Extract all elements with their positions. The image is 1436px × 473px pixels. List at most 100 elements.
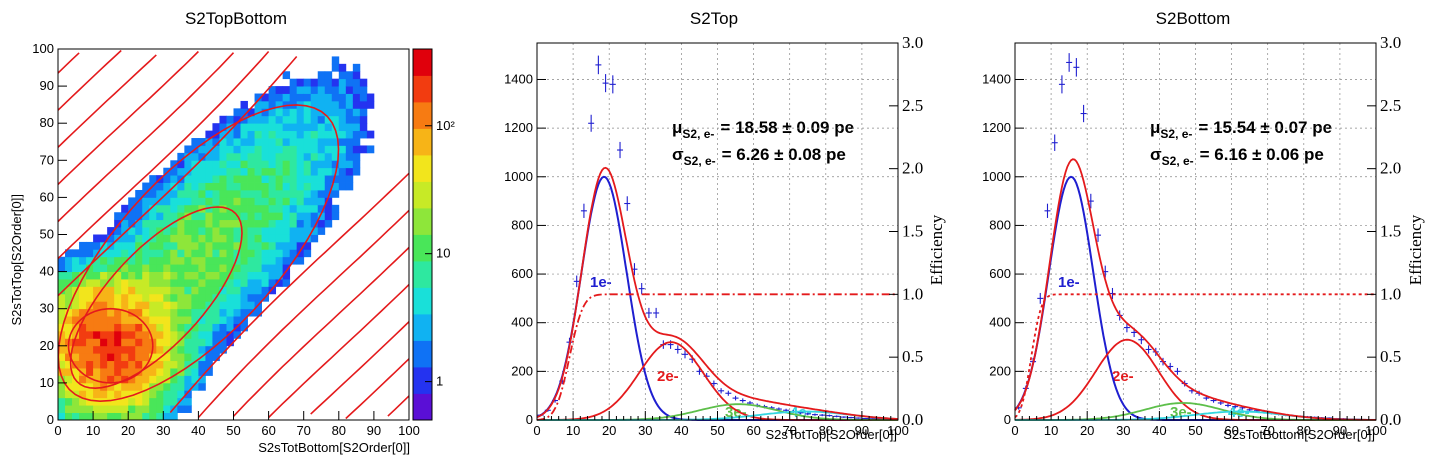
heatmap-cell: [198, 382, 206, 391]
heatmap-cell: [170, 279, 178, 287]
heatmap-cell: [233, 293, 241, 302]
heatmap-cell: [93, 405, 101, 413]
heatmap-cell: [170, 330, 178, 339]
heatmap-cell: [114, 360, 122, 369]
heatmap-cell: [156, 368, 164, 376]
heatmap-cell: [282, 264, 291, 272]
heatmap-cell: [226, 234, 234, 243]
heatmap-cell: [240, 264, 248, 272]
heatmap-cell: [198, 368, 206, 376]
heatmap-cell: [240, 182, 248, 191]
heatmap-cell: [86, 241, 94, 250]
x-tick-label: 40: [1152, 423, 1166, 438]
x-tick-label: 10: [86, 423, 100, 438]
data-point: [783, 408, 790, 412]
heatmap-cell: [296, 212, 305, 221]
heatmap-cell: [142, 204, 150, 213]
heatmap-cell: [79, 368, 87, 376]
heatmap-cell: [184, 256, 192, 265]
heatmap-cell: [86, 397, 94, 406]
heatmap-cell: [331, 212, 340, 221]
heatmap-cell: [107, 286, 115, 295]
heatmap-cell: [310, 234, 319, 243]
heatmap-cell: [219, 175, 227, 183]
heatmap-cell: [100, 390, 108, 399]
heatmap-cell: [366, 130, 375, 139]
heatmap-cell: [121, 204, 129, 213]
heatmap-cell: [198, 323, 206, 332]
heatmap-cell: [93, 234, 101, 243]
heatmap-cell: [275, 86, 284, 94]
panel2-axes: 0 10 20 30 40 50 60 70 80 90 100020040060080010001…: [504, 71, 909, 438]
heatmap-cell: [114, 227, 122, 235]
heatmap-cell: [359, 78, 368, 87]
heatmap-cell: [142, 382, 150, 391]
heatmap-cell: [198, 301, 206, 310]
panel3-title: S2Bottom: [1156, 9, 1231, 28]
colorbar-segment: [413, 75, 432, 103]
heatmap-cell: [268, 130, 277, 139]
heatmap-cell: [79, 330, 87, 339]
heatmap-cell: [303, 249, 312, 258]
heatmap-cell: [233, 308, 241, 317]
heatmap-cell: [317, 160, 326, 169]
heatmap-cell: [177, 293, 185, 302]
heatmap-cell: [149, 219, 157, 228]
heatmap-cell: [317, 182, 326, 191]
heatmap-cell: [226, 249, 234, 258]
heatmap-cell: [170, 412, 178, 421]
heatmap-cell: [338, 108, 347, 117]
heatmap-cell: [240, 256, 248, 265]
heatmap-cell: [177, 405, 185, 413]
heatmap-cell: [226, 293, 234, 302]
heatmap-cell: [296, 197, 305, 206]
heatmap-cell: [72, 368, 80, 376]
y-right-tick-label: 2.0: [902, 159, 923, 178]
heatmap-cell: [261, 204, 269, 213]
heatmap-cell: [212, 279, 220, 287]
heatmap-cell: [275, 130, 284, 139]
heatmap-cell: [317, 78, 326, 87]
x-tick-label: 40: [674, 423, 688, 438]
heatmap-cell: [163, 182, 171, 191]
y-tick-label: 1000: [504, 169, 533, 184]
heatmap-cell: [247, 301, 255, 310]
heatmap-cell: [212, 212, 220, 221]
heatmap-cell: [184, 405, 192, 413]
heatmap-cell: [219, 152, 227, 161]
heatmap-cell: [226, 115, 234, 124]
heatmap-cell: [114, 308, 122, 317]
heatmap-cell: [205, 256, 213, 265]
heatmap-cell: [282, 86, 291, 94]
heatmap-cell: [65, 256, 73, 265]
heatmap-cell: [261, 160, 269, 169]
heatmap-cell: [303, 219, 312, 228]
panel1-heatmap-cells: [58, 56, 375, 421]
heatmap-cell: [303, 212, 312, 221]
heatmap-cell: [128, 256, 136, 265]
heatmap-cell: [282, 249, 291, 258]
heatmap-cell: [310, 93, 319, 102]
heatmap-cell: [261, 93, 269, 102]
heatmap-cell: [65, 286, 73, 295]
heatmap-cell: [338, 138, 347, 146]
heatmap-cell: [289, 227, 298, 235]
x-tick-label: 20: [602, 423, 616, 438]
heatmap-cell: [198, 308, 206, 317]
heatmap-cell: [191, 271, 199, 280]
heatmap-cell: [212, 323, 220, 332]
heatmap-cell: [212, 138, 220, 146]
heatmap-cell: [254, 115, 262, 124]
heatmap-cell: [296, 167, 305, 176]
heatmap-cell: [233, 271, 241, 280]
heatmap-cell: [170, 375, 178, 384]
heatmap-cell: [177, 390, 185, 399]
heatmap-cell: [289, 152, 298, 161]
heatmap-cell: [128, 360, 136, 369]
y-tick-label: 800: [511, 217, 533, 232]
heatmap-cell: [226, 175, 234, 183]
heatmap-cell: [331, 160, 340, 169]
heatmap-cell: [163, 212, 171, 221]
heatmap-cell: [296, 78, 305, 87]
heatmap-cell: [247, 130, 255, 139]
